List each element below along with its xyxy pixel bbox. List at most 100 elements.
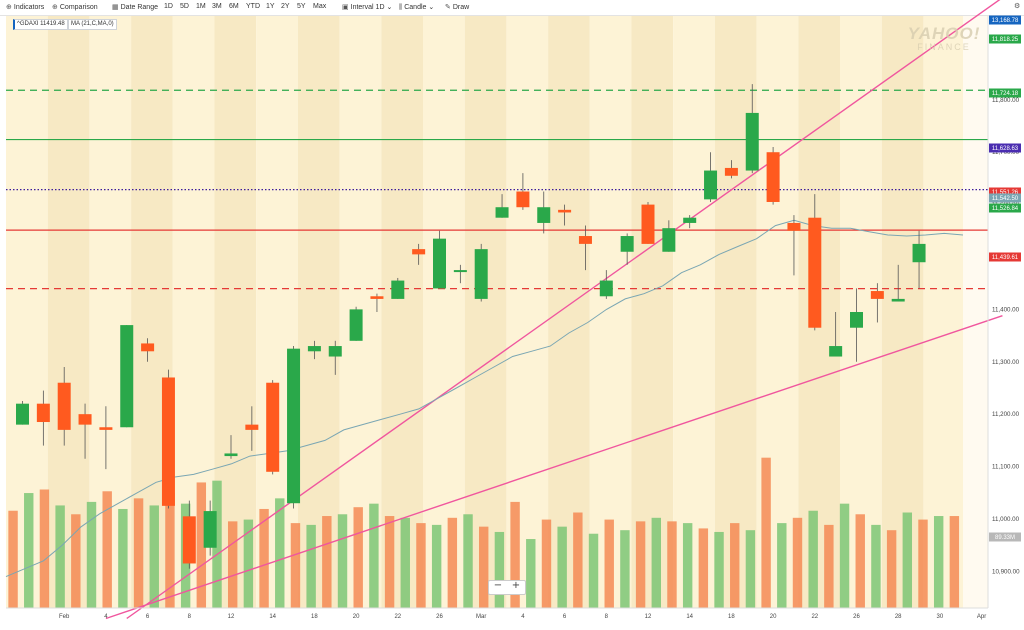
volume-bar xyxy=(118,508,128,608)
range-5d[interactable]: 5D xyxy=(180,3,189,10)
volume-bar xyxy=(886,530,897,608)
range-1d[interactable]: 1D xyxy=(164,3,173,10)
candle xyxy=(16,401,29,425)
candle-body xyxy=(912,243,926,263)
candle-body xyxy=(36,403,50,423)
range-5y[interactable]: 5Y xyxy=(297,3,306,10)
zoom-in-button[interactable]: + xyxy=(511,580,521,591)
horizontal-levels xyxy=(6,89,988,290)
candle xyxy=(495,194,509,218)
legend-bar: ^GDAXI 11419.48 MA (21,C,MA,0) xyxy=(0,15,1024,31)
candle-body xyxy=(203,511,217,548)
volume-bar xyxy=(698,528,709,608)
plot-band xyxy=(714,16,757,608)
candle xyxy=(724,160,738,179)
y-tick-label: 11,700.00 xyxy=(992,149,1020,156)
range-6m[interactable]: 6M xyxy=(229,3,239,10)
volume-bar xyxy=(102,491,112,608)
candle-icon: ⫼ xyxy=(399,3,403,11)
volume-bar xyxy=(306,524,316,608)
watermark-line2: FINANCE xyxy=(917,42,971,52)
candle-body xyxy=(161,377,175,506)
volume-bar xyxy=(165,493,175,608)
ma-chip[interactable]: MA (21,C,MA,0) xyxy=(68,19,117,30)
zoom-controls: − + xyxy=(488,580,526,595)
range-2y[interactable]: 2Y xyxy=(281,3,290,10)
candle xyxy=(766,146,780,205)
volume-bar xyxy=(604,519,614,608)
y-tick-label: 11,800.00 xyxy=(992,97,1020,104)
candle xyxy=(558,204,572,226)
volume-bar xyxy=(573,512,583,608)
volume-bar xyxy=(39,489,50,608)
symbol-chip[interactable]: ^GDAXI 11419.48 xyxy=(13,19,68,30)
y-tick-label: 11,100.00 xyxy=(992,464,1020,471)
range-3m[interactable]: 3M xyxy=(212,3,222,10)
range-max[interactable]: Max xyxy=(313,3,327,10)
candle-body xyxy=(766,152,780,202)
date-range-button[interactable]: ▦ Date Range xyxy=(112,3,158,11)
candle-body xyxy=(891,298,905,302)
plot-band xyxy=(47,16,90,608)
volume-bar xyxy=(871,524,881,608)
price-tag: 11,818.25 xyxy=(989,34,1021,44)
volume-bar xyxy=(588,533,599,608)
candle-body xyxy=(307,346,321,352)
volume-bar xyxy=(792,517,803,608)
candle-body xyxy=(391,280,405,299)
candle-body xyxy=(578,236,592,244)
range-ytd[interactable]: YTD xyxy=(246,3,260,10)
price-tag-label: 11,818.25 xyxy=(992,37,1019,43)
candle-body xyxy=(287,348,301,504)
price-tags: 13,168.78 11,818.25 11,724.18 11,628.63 11,5… xyxy=(989,15,1021,542)
volume-bar xyxy=(71,514,81,608)
volume-bar xyxy=(682,523,693,608)
volume-bar xyxy=(526,539,536,608)
x-tick-label: 4 xyxy=(521,614,525,620)
y-axis: 10,900.00 11,000.00 11,100.00 11,200.00 11,3… xyxy=(987,16,1020,608)
comparison-button[interactable]: ⊕ Comparison xyxy=(52,3,98,11)
volume-bar xyxy=(431,524,442,608)
price-tag: 11,628.63 xyxy=(989,143,1021,153)
chart-type-dropdown[interactable]: ⫼ Candle ⌄ xyxy=(399,3,434,12)
future-area xyxy=(963,16,988,608)
volume-bar xyxy=(322,516,332,608)
candle-body xyxy=(412,249,426,255)
candle-body xyxy=(433,238,446,289)
volume-bar xyxy=(55,505,65,608)
range-1y[interactable]: 1Y xyxy=(266,3,275,10)
x-tick-label: 30 xyxy=(937,614,944,620)
price-tag-box xyxy=(989,34,1021,44)
volume-bar xyxy=(651,517,661,608)
interval-label: Interval xyxy=(350,4,374,11)
settings-button[interactable]: ⚙ xyxy=(1014,2,1022,10)
price-tag-box xyxy=(989,15,1021,25)
plot-band xyxy=(464,16,507,608)
indicators-button[interactable]: ⊕ Indicators xyxy=(6,3,44,11)
range-1m[interactable]: 1M xyxy=(196,3,206,10)
x-tick-label: Mar xyxy=(476,614,486,620)
draw-button[interactable]: ✎ Draw xyxy=(445,3,469,11)
x-tick-label: 18 xyxy=(728,614,735,620)
candle xyxy=(578,225,592,271)
y-tick-label: 11,200.00 xyxy=(992,411,1020,418)
volume-bar xyxy=(479,526,489,608)
price-tag-box xyxy=(989,187,1021,197)
y-tick-label: 10,900.00 xyxy=(992,568,1020,575)
volume-bar xyxy=(353,507,363,608)
candle xyxy=(662,220,676,252)
pencil-icon: ✎ xyxy=(445,3,451,11)
interval-value: 1D xyxy=(375,4,385,11)
y-tick-label: 11,300.00 xyxy=(992,359,1020,366)
plot-band xyxy=(423,16,465,608)
zoom-out-button[interactable]: − xyxy=(493,580,503,591)
chart-toolbar: ⊕ Indicators ⊕ Comparison ▦ Date Range 1D 5… xyxy=(0,0,1024,16)
x-tick-label: 14 xyxy=(686,614,693,620)
price-tag: 11,542.50 xyxy=(989,193,1021,203)
candle-body xyxy=(641,204,655,244)
price-tag-label: 89.33M xyxy=(995,535,1015,541)
volume-bar xyxy=(290,523,301,608)
candle xyxy=(599,270,613,299)
interval-dropdown[interactable]: ▣ Interval 1D ⌄ xyxy=(342,3,392,11)
